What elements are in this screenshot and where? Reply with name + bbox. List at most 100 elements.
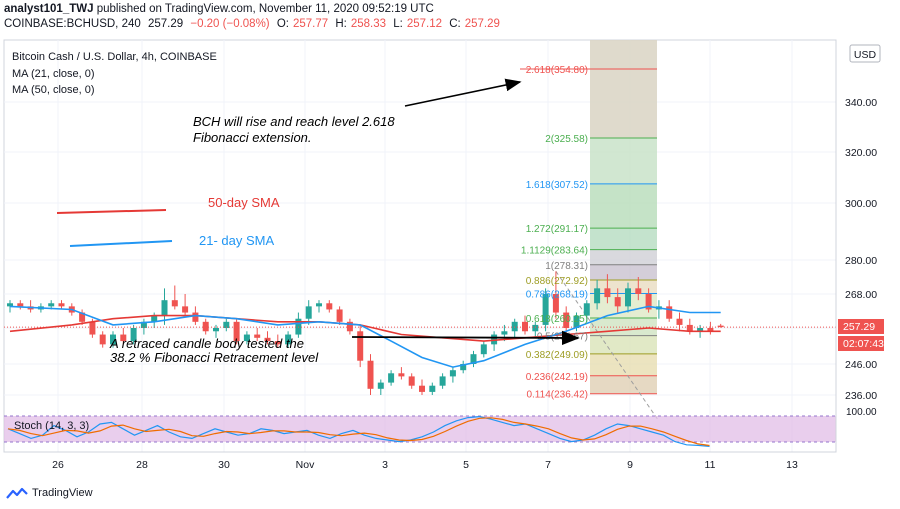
y-tick-label: 300.00: [845, 198, 877, 210]
candle-body: [110, 334, 116, 345]
fib-level-label: 1(278.31): [545, 261, 588, 272]
candle-body: [480, 344, 487, 355]
candle-body: [7, 303, 13, 307]
legend-ma50: MA (50, close, 0): [12, 84, 95, 96]
stoch-band: [4, 416, 836, 442]
candle-body: [48, 303, 55, 307]
tradingview-logo-icon: [6, 487, 28, 499]
candle-body: [717, 325, 724, 328]
fib-zone: [590, 335, 657, 354]
candle-body: [171, 300, 178, 307]
candle-body: [202, 321, 209, 332]
candle-body: [439, 376, 446, 386]
change-value: −0.20 (−0.08%): [190, 18, 270, 30]
y-tick-label: 280.00: [845, 255, 877, 267]
open-label: O:: [276, 18, 289, 30]
stoch-d-line: [7, 417, 710, 447]
candle-body: [522, 321, 528, 332]
candle-body: [398, 373, 405, 377]
open-value: 257.77: [292, 18, 329, 30]
last-price-badge-text: 257.29: [843, 321, 875, 333]
price-axis[interactable]: 236.00 246.00 268.00 280.00 300.00 320.00 340.…: [835, 40, 877, 452]
ma50-line: [9, 314, 721, 342]
fib-level-label: 0.886(272.92): [526, 276, 588, 287]
candle-body: [151, 315, 158, 322]
usd-button[interactable]: USD: [849, 44, 881, 63]
stochastic-pane: [4, 415, 836, 447]
candle-body: [316, 303, 322, 307]
sma21-label: 21- day SMA: [199, 233, 274, 248]
fibonacci-extension[interactable]: [520, 40, 659, 421]
fib-zone: [590, 249, 657, 265]
fib-level-label: 0.236(242.19): [526, 372, 588, 383]
candle-body: [449, 370, 456, 377]
legend-ma21: MA (21, close, 0): [12, 68, 95, 80]
sma50-legend-line: [56, 209, 167, 214]
x-tick-label: Nov: [296, 459, 315, 471]
candle-body: [614, 297, 621, 307]
retrace-note-line2: 38.2 % Fibonacci Retracement level: [110, 350, 319, 365]
y-tick-label: 320.00: [845, 147, 877, 159]
candle-body: [99, 334, 106, 345]
candle-body: [274, 341, 281, 345]
candle-body: [140, 321, 147, 328]
last-price-badge: 257.29: [838, 319, 884, 334]
author-name[interactable]: analyst101_TWJ: [4, 3, 94, 15]
close-label: C:: [449, 18, 461, 30]
symbol-label: COINBASE:BCHUSD, 240: [4, 18, 141, 30]
fib-level-label: 1.618(307.52): [526, 180, 588, 191]
stoch-upper-tick: 100.00: [846, 407, 877, 418]
fib-zone: [590, 183, 657, 229]
candle-body: [697, 328, 704, 332]
candle-body: [645, 294, 652, 310]
x-tick-label: 7: [545, 459, 551, 471]
candle-body: [429, 385, 436, 392]
candle-body: [501, 331, 508, 335]
ma21-line: [9, 305, 721, 368]
candle-body: [192, 312, 199, 322]
fib-level-label: 1.272(291.17): [526, 224, 588, 235]
fib-level-label: 2(325.58): [545, 134, 588, 145]
candle-body: [285, 334, 292, 345]
x-tick-label: 26: [52, 459, 64, 471]
candle-body: [213, 328, 219, 332]
candle-body: [264, 337, 271, 342]
time-axis[interactable]: 26 28 30 Nov 3 5 7 9 11 13: [4, 451, 836, 471]
candle-body: [676, 318, 683, 325]
tradingview-footer[interactable]: TradingView: [6, 486, 93, 500]
candle-body: [120, 334, 127, 342]
close-value: 257.29: [464, 18, 500, 30]
fib-zone: [590, 264, 657, 281]
high-value: 258.33: [350, 18, 387, 30]
fib-zone: [590, 228, 657, 250]
candle-body: [552, 294, 559, 313]
x-tick-label: 28: [136, 459, 148, 471]
fib-level-label: 1.1129(283.64): [521, 246, 588, 257]
fib-level-label: 0.114(236.42): [526, 390, 588, 401]
candle-body: [17, 303, 24, 307]
legend-title: Bitcoin Cash / U.S. Dollar, 4h, COINBASE: [12, 51, 217, 63]
candle-body: [161, 300, 168, 316]
candle-body: [686, 324, 693, 332]
usd-label: USD: [854, 49, 877, 61]
price-chart[interactable]: 2.618(354.80) 2(325.58) 1.618(307.52) 1.272…: [0, 0, 900, 480]
candle-body: [58, 303, 65, 307]
candle-body: [243, 334, 250, 342]
candle-body: [625, 288, 631, 307]
candle-body: [563, 312, 570, 328]
rise-note-line1: BCH will rise and reach level 2.618: [193, 114, 395, 129]
candle-body: [89, 321, 96, 335]
retrace-arrow: [351, 330, 580, 346]
x-tick-label: 9: [627, 459, 633, 471]
low-label: L:: [393, 18, 403, 30]
candle-body: [542, 294, 549, 325]
candle-body: [388, 373, 395, 383]
fib-zone: [590, 353, 657, 376]
stoch-k-line: [7, 415, 710, 447]
fib-level-label: 0.382(249.09): [526, 350, 588, 361]
retrace-note-line1: A retraced candle body tested the: [109, 336, 304, 351]
candle-body: [583, 303, 590, 316]
fib-zone-top: [590, 40, 657, 139]
countdown-badge: 02:07:43: [838, 336, 884, 351]
candle-body: [470, 354, 477, 364]
